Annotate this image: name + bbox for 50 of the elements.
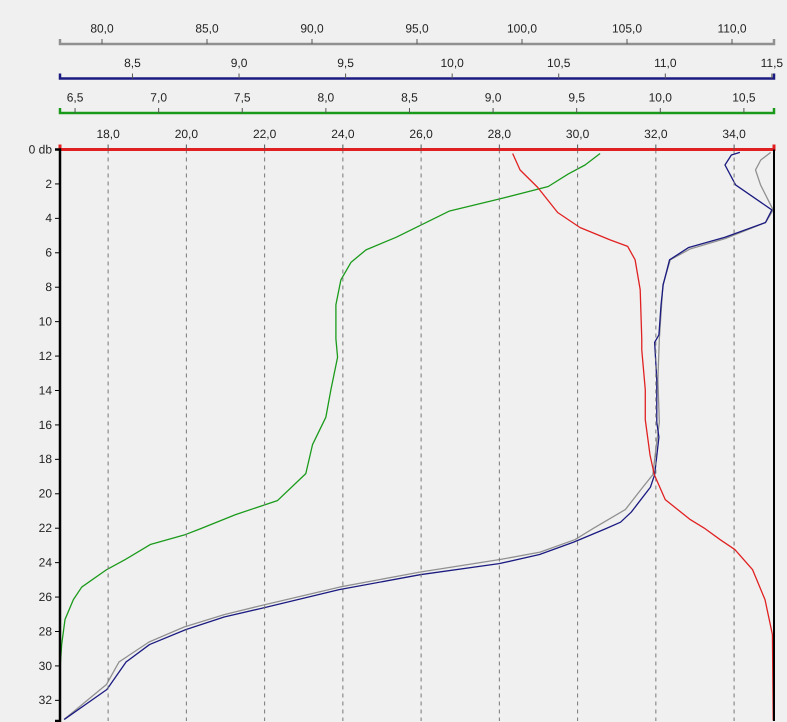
x-tick-label: 32,0 [644, 126, 668, 141]
x-tick-label: 100,0 [506, 21, 538, 36]
y-tick-label: 4 [45, 211, 52, 226]
x-tick-label: 90,0 [300, 21, 324, 36]
y-tick-label: 20 [38, 486, 52, 501]
x-tick-label: 26,0 [409, 126, 434, 141]
x-tick-label: 20,0 [174, 126, 198, 141]
x-tick-label: 6,5 [66, 90, 84, 104]
x-tick-label: 22,0 [252, 126, 277, 141]
x-tick-label: 9,5 [568, 90, 586, 104]
x-tick-label: 80,0 [90, 21, 114, 36]
y-tick-label: 30 [38, 658, 52, 673]
y-tick-label: 10 [38, 314, 52, 328]
y-tick-label: 22 [38, 521, 52, 536]
x-tick-label: 95,0 [405, 21, 429, 36]
x-tick-label: 110,0 [717, 21, 747, 36]
x-tick-label: 105,0 [612, 21, 642, 36]
x-tick-label: 18,0 [96, 126, 120, 141]
x-tick-label: 30,0 [566, 126, 590, 141]
x-tick-label: 24,0 [331, 126, 355, 141]
x-tick-label: 7,5 [234, 90, 251, 104]
y-tick-label: 14 [38, 383, 52, 398]
y-tick-label: 8 [45, 280, 52, 294]
x-tick-label: 8,5 [124, 56, 142, 70]
y-tick-label: 32 [38, 693, 52, 708]
x-tick-label: 10,0 [440, 56, 464, 70]
x-tick-label: 8,5 [401, 90, 418, 104]
x-tick-label: 8,0 [318, 90, 335, 104]
x-tick-label: 10,5 [547, 56, 571, 70]
y-tick-label: 24 [38, 555, 52, 570]
x-tick-label: 7,0 [150, 90, 168, 104]
y-tick-label: 2 [45, 176, 52, 191]
x-tick-label: 9,0 [484, 90, 502, 104]
y-tick-label: 28 [38, 624, 52, 638]
x-tick-label: 9,0 [230, 56, 248, 70]
x-tick-label: 85,0 [195, 21, 219, 36]
y-tick-label: 0 db [28, 142, 52, 156]
x-tick-label: 28,0 [488, 126, 512, 141]
x-tick-label: 11,5 [760, 56, 784, 70]
x-tick-label: 11,0 [654, 56, 677, 70]
y-tick-label: 16 [38, 418, 52, 432]
y-tick-label: 18 [38, 452, 52, 466]
x-tick-label: 9,5 [337, 56, 354, 70]
x-tick-label: 10,0 [648, 90, 672, 104]
y-tick-label: 12 [38, 348, 52, 363]
x-tick-label: 34,0 [722, 126, 746, 141]
y-tick-label: 26 [38, 590, 52, 604]
y-tick-label: 6 [45, 246, 52, 260]
x-tick-label: 10,5 [732, 90, 756, 104]
line-series [512, 152, 774, 722]
